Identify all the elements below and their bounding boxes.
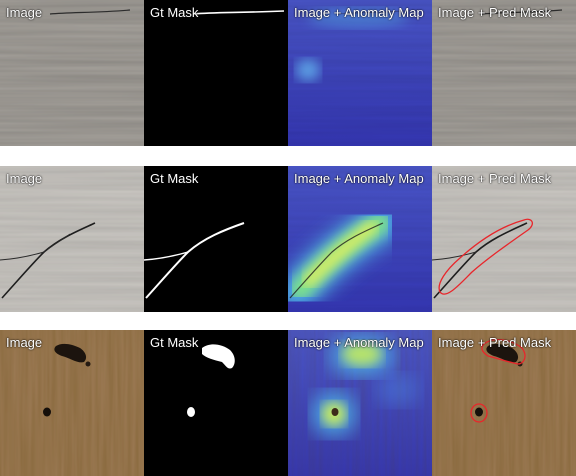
gt-mask-panel: Gt Mask — [144, 166, 288, 312]
image-panel: Image — [0, 166, 144, 312]
pred-mask-overlay — [432, 166, 576, 312]
panel-label: Image + Pred Mask — [438, 335, 552, 350]
brown-wood-texture — [0, 330, 144, 476]
panel-label: Image + Anomaly Map — [294, 5, 424, 20]
light-grey-wood-texture — [0, 166, 144, 312]
sample-row-2: Image Gt Mask Image + Anomaly Map — [0, 166, 576, 312]
pred-mask-overlay — [432, 330, 576, 476]
gt-mask-image — [144, 330, 288, 476]
panel-label: Gt Mask — [150, 171, 199, 186]
grey-wood-texture — [0, 0, 144, 146]
anomaly-heatmap — [288, 330, 432, 476]
gt-mask-image — [144, 0, 288, 146]
pred-mask-panel: Image + Pred Mask — [432, 0, 576, 146]
anomaly-heatmap — [288, 0, 432, 146]
anomaly-map-panel: Image + Anomaly Map — [288, 0, 432, 146]
panel-label: Image — [6, 171, 43, 186]
sample-row-3: Image Gt Mask Image + Anomaly Map — [0, 330, 576, 476]
pred-mask-panel: Image + Pred Mask — [432, 166, 576, 312]
panel-label: Image + Pred Mask — [438, 5, 552, 20]
gt-mask-panel: Gt Mask — [144, 0, 288, 146]
image-panel: Image — [0, 330, 144, 476]
image-panel: Image — [0, 0, 144, 146]
gt-mask-panel: Gt Mask — [144, 330, 288, 476]
sample-row-1: Image Gt Mask Image + Anomaly Map — [0, 0, 576, 146]
panel-label: Image — [6, 5, 43, 20]
panel-label: Image + Anomaly Map — [294, 171, 424, 186]
pred-mask-overlay — [432, 0, 576, 146]
panel-label: Image — [6, 335, 43, 350]
anomaly-heatmap — [288, 166, 432, 312]
panel-label: Gt Mask — [150, 5, 199, 20]
gt-mask-image — [144, 166, 288, 312]
pred-mask-panel: Image + Pred Mask — [432, 330, 576, 476]
panel-label: Gt Mask — [150, 335, 199, 350]
anomaly-map-panel: Image + Anomaly Map — [288, 166, 432, 312]
panel-label: Image + Anomaly Map — [294, 335, 424, 350]
panel-label: Image + Pred Mask — [438, 171, 552, 186]
anomaly-map-panel: Image + Anomaly Map — [288, 330, 432, 476]
